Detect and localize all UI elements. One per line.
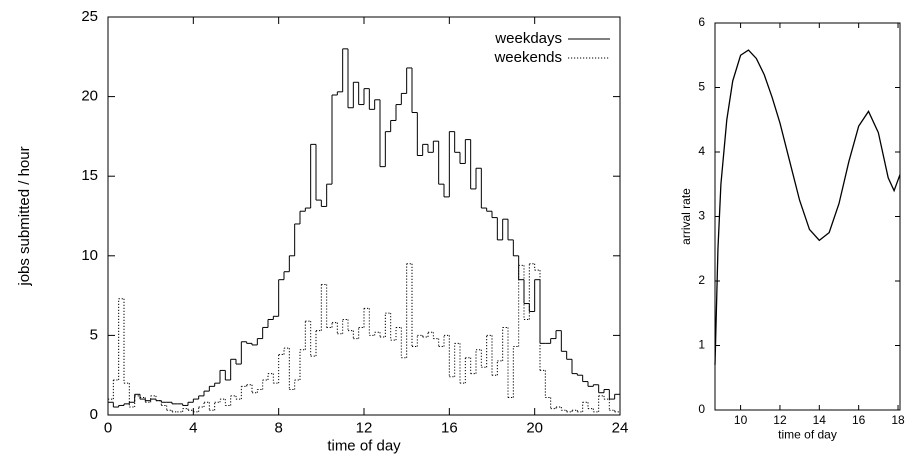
y-tick-label: 5: [698, 80, 705, 94]
y-tick-label: 15: [81, 167, 98, 184]
x-axis-label: time of day: [327, 437, 401, 454]
x-axis-label: time of day: [778, 427, 837, 441]
x-tick-label: 12: [773, 413, 787, 427]
x-tick-label: 20: [526, 419, 543, 436]
x-tick-label: 14: [813, 413, 827, 427]
y-tick-label: 6: [698, 15, 705, 29]
series: [108, 263, 620, 413]
y-tick-label: 20: [81, 88, 98, 105]
y-axis-label: jobs submitted / hour: [16, 146, 33, 286]
y-tick-label: 0: [90, 406, 98, 423]
y-tick-label: 2: [698, 273, 705, 287]
y-axis-label: arrival rate: [679, 188, 693, 245]
series: [108, 48, 620, 408]
x-tick-label: 10: [734, 413, 748, 427]
y-tick-label: 25: [81, 8, 98, 25]
y-tick-label: 3: [698, 209, 705, 223]
plot-frame: [107, 16, 621, 416]
y-tick-label: 5: [90, 326, 98, 343]
x-tick-label: 12: [356, 419, 373, 436]
y-tick-label: 10: [81, 247, 98, 264]
y-tick-label: 4: [698, 144, 705, 158]
x-tick-label: 24: [612, 419, 629, 436]
x-tick-label: 16: [852, 413, 866, 427]
y-tick-label: 0: [698, 402, 705, 416]
x-tick-label: 16: [441, 419, 458, 436]
x-tick-label: 0: [104, 419, 112, 436]
x-tick-label: 8: [274, 419, 282, 436]
x-tick-label: 4: [189, 419, 197, 436]
y-tick-label: 1: [698, 338, 705, 352]
legend-label: weekends: [493, 49, 562, 66]
panel: 0 4 8 12 16 20 24 0 5 10 15 20 25 time of day jobs sub…: [16, 8, 628, 455]
plot-frame: [714, 22, 901, 411]
line: [714, 49, 901, 365]
legend-label: weekdays: [494, 30, 562, 47]
x-tick-label: 18: [891, 413, 905, 427]
